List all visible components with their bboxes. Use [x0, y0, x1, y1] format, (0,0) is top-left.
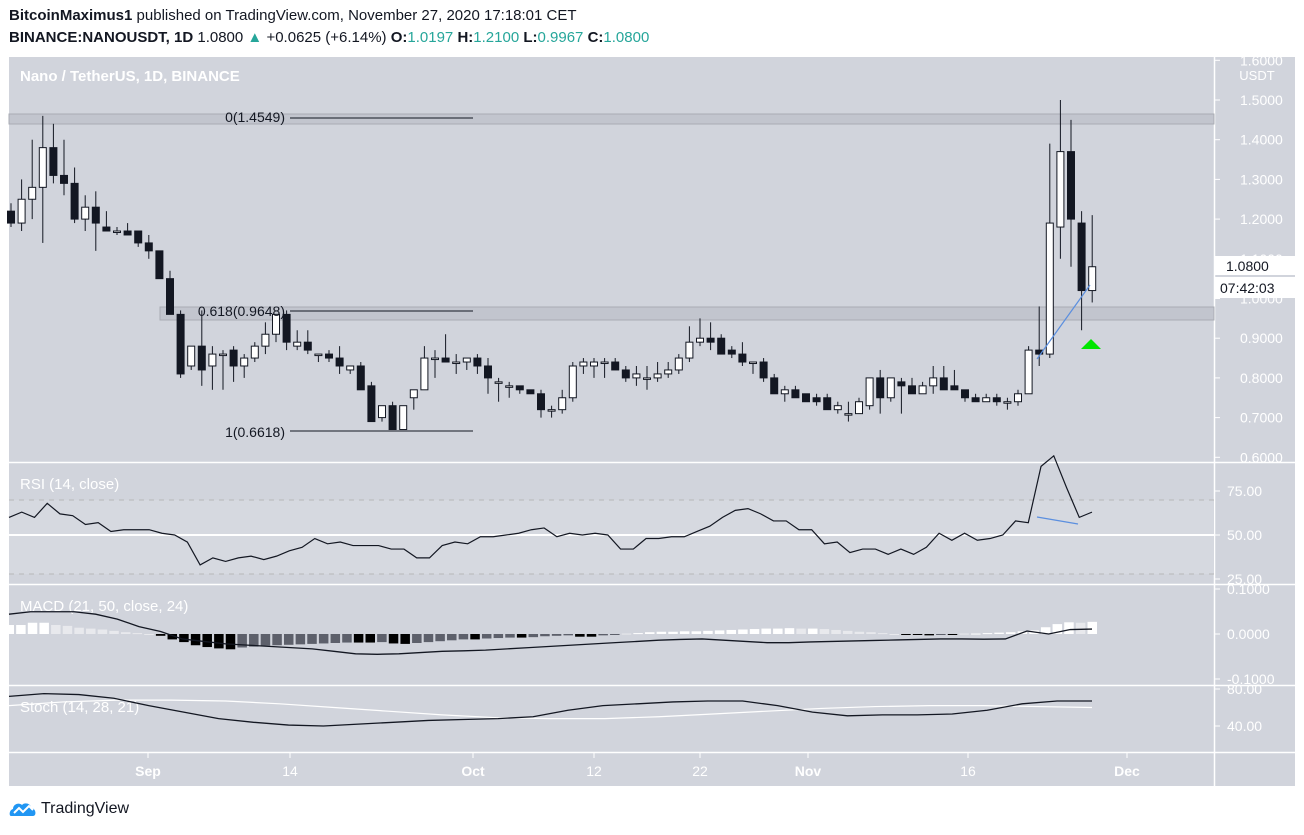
svg-text:40.00: 40.00: [1227, 718, 1262, 734]
fib-label-0: 0(1.4549): [225, 109, 285, 125]
fib-zone-618: [159, 306, 1215, 321]
macd-pane-title: MACD (21, 50, close, 24): [20, 598, 188, 615]
close-value: 1.0800: [603, 29, 650, 46]
svg-text:75.00: 75.00: [1227, 483, 1262, 499]
fib-zone-top: [8, 113, 1215, 125]
svg-text:16: 16: [960, 763, 976, 779]
rsi-pane-title: RSI (14, close): [20, 476, 119, 493]
green-up-arrow-icon[interactable]: [1081, 339, 1101, 349]
svg-text:22: 22: [692, 763, 708, 779]
svg-text:-0.1000: -0.1000: [1227, 671, 1275, 687]
svg-text:0.1000: 0.1000: [1227, 581, 1270, 597]
svg-text:50.00: 50.00: [1227, 527, 1262, 543]
countdown-label: 07:42:03: [1220, 280, 1275, 296]
svg-text:1.4000: 1.4000: [1240, 132, 1283, 148]
high-value: 1.2100: [473, 29, 520, 46]
symbol-info: BINANCE:NANOUSDT, 1D 1.0800 ▲ +0.0625 (+…: [9, 29, 649, 46]
open-value: 1.0197: [407, 29, 454, 46]
countdown-badge: [1215, 277, 1304, 298]
high-label: H:: [457, 29, 474, 46]
fib-label-1: 1(0.6618): [225, 424, 285, 440]
low-label: L:: [523, 29, 538, 46]
pane-separators: [9, 57, 1295, 786]
svg-text:0.6000: 0.6000: [1240, 449, 1283, 465]
svg-text:1.5000: 1.5000: [1240, 92, 1283, 108]
rsi-divergence-line[interactable]: [1036, 516, 1079, 525]
footer: TradingView: [9, 800, 129, 818]
fib-label-618: 0.618(0.9648): [198, 303, 285, 319]
open-label: O:: [390, 29, 408, 46]
svg-text:Dec: Dec: [1114, 763, 1140, 779]
svg-text:0.0000: 0.0000: [1227, 626, 1270, 642]
last-price-axis-label: 1.0800: [1226, 258, 1269, 274]
price-unit-label: USDT: [1239, 68, 1274, 83]
rsi-band: [9, 500, 1214, 574]
up-triangle-icon: ▲: [247, 29, 263, 46]
chart-background: [9, 57, 1295, 786]
main-pane-title: Nano / TetherUS, 1D, BINANCE: [20, 68, 240, 85]
svg-text:0.7000: 0.7000: [1240, 410, 1283, 426]
symbol-label: BINANCE:NANOUSDT, 1D: [9, 29, 194, 46]
svg-text:12: 12: [586, 763, 602, 779]
close-label: C:: [587, 29, 604, 46]
price-change: +0.0625 (+6.14%): [266, 29, 387, 46]
macd-histogram: [4, 611, 1097, 655]
stoch-lines: [8, 692, 1093, 727]
publish-info: BitcoinMaximus1 published on TradingView…: [9, 7, 577, 24]
svg-text:0.9000: 0.9000: [1240, 330, 1283, 346]
last-price: 1.0800: [197, 29, 244, 46]
trendline[interactable]: [1036, 284, 1091, 360]
svg-text:1.2000: 1.2000: [1240, 211, 1283, 227]
svg-text:Sep: Sep: [135, 763, 161, 779]
tradingview-logo-icon: [9, 803, 36, 816]
svg-text:14: 14: [282, 763, 298, 779]
svg-text:Nov: Nov: [795, 763, 822, 779]
publish-text: published on TradingView.com, November 2…: [132, 7, 577, 24]
author-name[interactable]: BitcoinMaximus1: [9, 7, 133, 24]
svg-text:Oct: Oct: [461, 763, 485, 779]
chart-canvas[interactable]: 0(1.4549) 0.618(0.9648) 1(0.6618) Nano /…: [0, 0, 1304, 800]
tradingview-brand[interactable]: TradingView: [41, 800, 130, 817]
rsi-line: [8, 454, 1093, 566]
time-axis[interactable]: Sep 14 Oct 12 22 Nov 16 Dec: [135, 753, 1140, 779]
low-value: 0.9967: [537, 29, 584, 46]
last-price-badge: [1215, 256, 1304, 275]
svg-text:1.6000: 1.6000: [1240, 52, 1283, 68]
svg-text:1.3000: 1.3000: [1240, 171, 1283, 187]
svg-text:25.00: 25.00: [1227, 571, 1262, 587]
svg-text:0.8000: 0.8000: [1240, 370, 1283, 386]
svg-text:80.00: 80.00: [1227, 681, 1262, 697]
fib-lines[interactable]: [290, 117, 473, 432]
candles: [7, 100, 1097, 431]
